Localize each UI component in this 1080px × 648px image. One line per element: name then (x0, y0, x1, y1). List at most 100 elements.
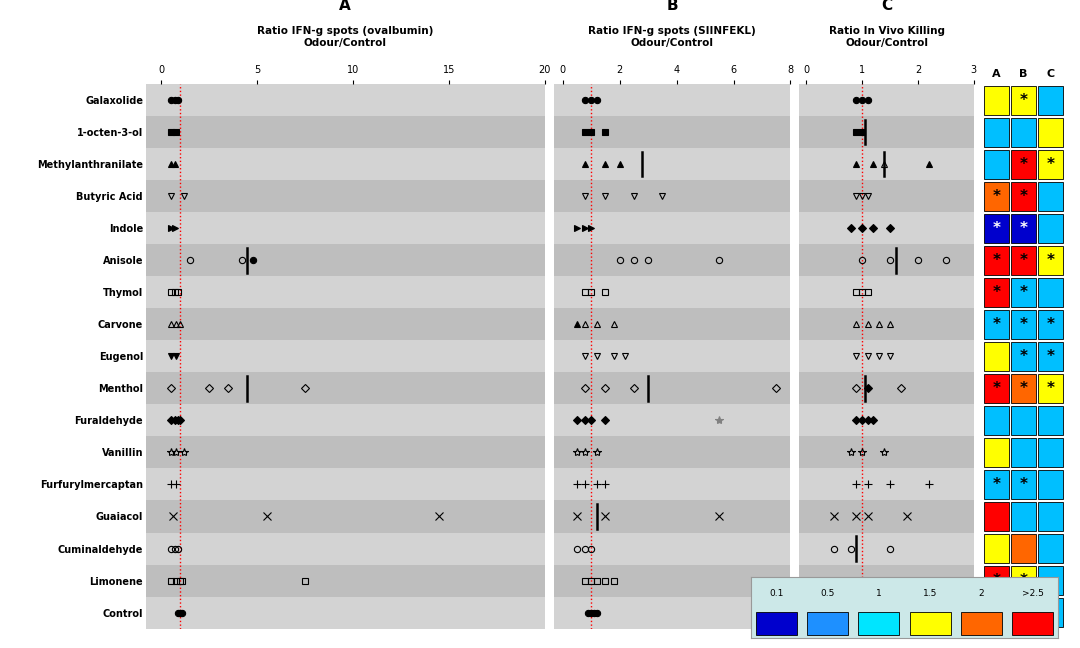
Text: >2.5: >2.5 (1022, 589, 1043, 598)
Bar (1011, 150, 1036, 179)
Bar (146, 564, 544, 597)
Bar (984, 310, 1009, 339)
Text: *: * (993, 253, 1000, 268)
Bar (799, 148, 974, 180)
Bar (1011, 246, 1036, 275)
Text: 2: 2 (978, 589, 984, 598)
Text: *: * (1020, 477, 1027, 492)
Text: *: * (1020, 285, 1027, 300)
Bar (859, 612, 900, 635)
Bar (554, 340, 791, 373)
Bar (1012, 612, 1053, 635)
Bar (1011, 86, 1036, 115)
Bar (146, 340, 544, 373)
Bar (1038, 598, 1063, 627)
Bar (554, 500, 791, 533)
Title: Ratio IFN-g spots (ovalbumin)
Odour/Control: Ratio IFN-g spots (ovalbumin) Odour/Cont… (257, 26, 433, 48)
Bar (799, 597, 974, 629)
Bar (1038, 150, 1063, 179)
Text: *: * (1047, 317, 1054, 332)
Text: *: * (993, 573, 1000, 588)
Bar (146, 404, 544, 437)
Bar (1011, 374, 1036, 403)
Bar (146, 84, 544, 116)
Bar (799, 564, 974, 597)
Bar (799, 116, 974, 148)
Text: *: * (1020, 93, 1027, 108)
Bar (984, 181, 1009, 211)
Bar (799, 308, 974, 340)
Bar (984, 470, 1009, 499)
Bar (146, 308, 544, 340)
Bar (1011, 566, 1036, 596)
Bar (146, 373, 544, 404)
Bar (799, 213, 974, 244)
Bar (799, 244, 974, 276)
Bar (146, 500, 544, 533)
Bar (554, 84, 791, 116)
Bar (799, 469, 974, 500)
Bar (554, 564, 791, 597)
Text: *: * (1020, 381, 1027, 396)
Text: *: * (993, 221, 1000, 236)
Bar (554, 469, 791, 500)
Bar (146, 597, 544, 629)
Bar (1038, 374, 1063, 403)
Bar (1011, 181, 1036, 211)
Text: B: B (666, 0, 678, 14)
Bar (799, 276, 974, 308)
Bar (146, 469, 544, 500)
Bar (1038, 246, 1063, 275)
Text: *: * (1047, 349, 1054, 364)
Bar (146, 437, 544, 469)
Bar (1038, 566, 1063, 596)
Text: *: * (1020, 189, 1027, 204)
Bar (554, 213, 791, 244)
Bar (146, 533, 544, 564)
Text: 0.5: 0.5 (821, 589, 835, 598)
Bar (1038, 502, 1063, 531)
Text: A: A (339, 0, 351, 14)
Bar (961, 612, 1002, 635)
Bar (984, 374, 1009, 403)
Bar (1038, 277, 1063, 307)
Bar (1038, 406, 1063, 435)
Bar (799, 533, 974, 564)
Bar (1038, 86, 1063, 115)
Bar (1011, 277, 1036, 307)
Bar (554, 180, 791, 213)
Bar (984, 566, 1009, 596)
Bar (1011, 310, 1036, 339)
Text: *: * (993, 189, 1000, 204)
Bar (1011, 117, 1036, 147)
Text: *: * (1047, 157, 1054, 172)
Bar (1038, 341, 1063, 371)
Text: 1.5: 1.5 (923, 589, 937, 598)
Text: *: * (993, 285, 1000, 300)
Bar (799, 404, 974, 437)
Bar (799, 500, 974, 533)
Bar (799, 84, 974, 116)
Bar (984, 117, 1009, 147)
Bar (799, 373, 974, 404)
Bar (807, 612, 848, 635)
Bar (554, 597, 791, 629)
Text: 1: 1 (876, 589, 881, 598)
Text: *: * (1047, 381, 1054, 396)
Bar (984, 534, 1009, 563)
Bar (146, 244, 544, 276)
Bar (984, 277, 1009, 307)
Text: *: * (1047, 253, 1054, 268)
Bar (554, 373, 791, 404)
Bar (554, 404, 791, 437)
Bar (984, 150, 1009, 179)
Bar (756, 612, 797, 635)
Bar (1011, 341, 1036, 371)
Bar (554, 308, 791, 340)
Bar (554, 116, 791, 148)
Bar (799, 437, 974, 469)
Bar (1011, 598, 1036, 627)
Bar (1038, 117, 1063, 147)
Text: *: * (1020, 349, 1027, 364)
Bar (554, 276, 791, 308)
